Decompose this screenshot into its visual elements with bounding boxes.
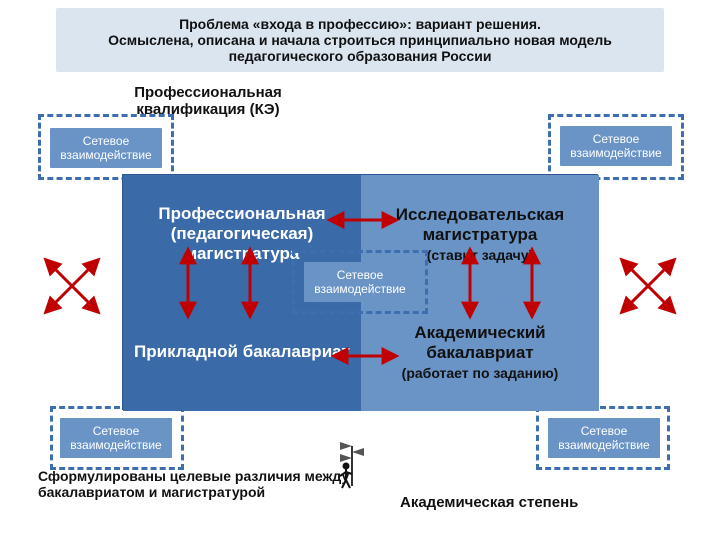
header-line-2: Осмыслена, описана и начала строиться пр… — [72, 32, 648, 64]
netbox: Сетевое взаимодействие — [304, 262, 416, 302]
subheading-pro-kval: Профессиональная квалификация (КЭ) — [90, 84, 326, 118]
header-line-1: Проблема «входа в профессию»: вариант ре… — [179, 16, 541, 32]
annot-bottom-right: Академическая степень — [400, 494, 600, 511]
quad-br-sub: (работает по заданию) — [402, 365, 559, 381]
netbox: Сетевое взаимодействие — [560, 126, 672, 166]
netbox: Сетевое взаимодействие — [548, 418, 660, 458]
diagram-stage: Проблема «входа в профессию»: вариант ре… — [0, 0, 720, 540]
header-band: Проблема «входа в профессию»: вариант ре… — [56, 8, 664, 72]
netbox: Сетевое взаимодействие — [60, 418, 172, 458]
quad-bl-title: Прикладной бакалавриат — [134, 342, 350, 362]
quad-tr-title: Исследовательская магистратура — [369, 205, 591, 245]
quad-tr-sub: (ставит задачу) — [427, 247, 534, 263]
quad-br-title: Академический бакалавриат — [369, 323, 591, 363]
annot-bottom-left: Сформулированы целевые различия между ба… — [38, 468, 368, 500]
netbox: Сетевое взаимодействие — [50, 128, 162, 168]
